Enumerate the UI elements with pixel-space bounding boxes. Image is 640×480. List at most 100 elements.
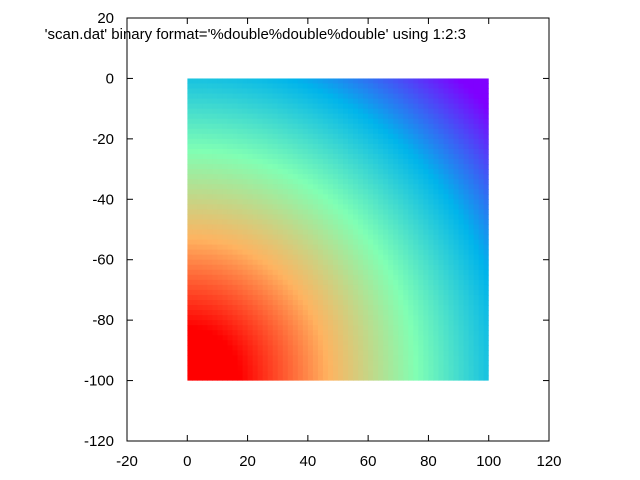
heatmap-cell: [187, 315, 193, 321]
heatmap-cell: [398, 113, 404, 120]
heatmap-cell: [227, 289, 234, 296]
heatmap-cell: [358, 123, 364, 130]
heatmap-cell: [343, 289, 349, 296]
heatmap-cell: [327, 123, 334, 130]
heatmap-cell: [192, 98, 198, 105]
heatmap-cell: [473, 345, 480, 351]
heatmap-cell: [207, 199, 213, 205]
heatmap-cell: [292, 234, 299, 241]
heatmap-cell: [267, 164, 274, 170]
heatmap-cell: [217, 294, 224, 301]
heatmap-cell: [348, 294, 354, 301]
heatmap-cell: [187, 184, 193, 190]
heatmap-cell: [327, 189, 334, 195]
heatmap-cell: [353, 224, 359, 231]
heatmap-cell: [242, 108, 249, 115]
heatmap-cell: [358, 88, 364, 95]
heatmap-cell: [408, 365, 414, 372]
heatmap-cell: [282, 264, 289, 271]
heatmap-cell: [338, 133, 344, 140]
heatmap-cell: [252, 284, 259, 291]
heatmap-cell: [312, 284, 319, 291]
heatmap-cell: [458, 279, 465, 286]
heatmap-cell: [478, 284, 485, 291]
heatmap-cell: [187, 335, 193, 341]
heatmap-cell: [317, 78, 324, 85]
heatmap-cell: [413, 310, 419, 316]
heatmap-cell: [343, 123, 349, 130]
heatmap-cell: [443, 219, 450, 226]
heatmap-cell: [207, 133, 213, 140]
heatmap-cell: [232, 199, 239, 205]
heatmap-cell: [312, 194, 319, 200]
heatmap-cell: [327, 199, 334, 205]
heatmap-cell: [237, 128, 244, 135]
heatmap-cell: [358, 199, 364, 205]
heatmap-cell: [247, 164, 254, 170]
heatmap-cell: [483, 159, 489, 165]
heatmap-cell: [227, 310, 234, 316]
heatmap-cell: [483, 199, 489, 205]
heatmap-cell: [252, 360, 259, 367]
heatmap-cell: [322, 315, 329, 321]
heatmap-cell: [453, 249, 460, 256]
heatmap-cell: [363, 224, 369, 231]
heatmap-cell: [322, 133, 329, 140]
heatmap-cell: [448, 169, 455, 175]
heatmap-cell: [388, 345, 394, 351]
heatmap-cell: [468, 219, 475, 226]
heatmap-cell: [207, 340, 213, 346]
heatmap-cell: [317, 189, 324, 195]
heatmap-cell: [463, 103, 470, 110]
heatmap-cell: [252, 194, 259, 200]
heatmap-cell: [393, 153, 399, 160]
heatmap-cell: [277, 88, 284, 95]
heatmap-cell: [297, 204, 304, 210]
heatmap-cell: [338, 123, 344, 130]
heatmap-cell: [378, 254, 384, 261]
heatmap-cell: [338, 224, 344, 231]
heatmap-cell: [358, 259, 364, 266]
heatmap-cell: [312, 159, 319, 165]
heatmap-cell: [327, 294, 334, 301]
heatmap-cell: [242, 189, 249, 195]
heatmap-cell: [343, 179, 349, 185]
heatmap-cell: [403, 330, 409, 336]
heatmap-cell: [222, 249, 229, 256]
heatmap-cell: [327, 98, 334, 105]
heatmap-cell: [388, 159, 394, 165]
heatmap-cell: [373, 284, 379, 291]
heatmap-cell: [398, 330, 404, 336]
heatmap-cell: [468, 184, 475, 190]
heatmap-cell: [282, 325, 289, 331]
heatmap-cell: [453, 305, 460, 311]
heatmap-cell: [197, 123, 203, 130]
heatmap-cell: [438, 93, 445, 100]
heatmap-cell: [418, 239, 424, 246]
heatmap-cell: [332, 159, 339, 165]
heatmap-cell: [403, 128, 409, 135]
heatmap-cell: [287, 209, 294, 215]
heatmap-cell: [373, 224, 379, 231]
heatmap-cell: [388, 294, 394, 301]
heatmap-cell: [222, 335, 229, 341]
heatmap-cell: [247, 138, 254, 145]
heatmap-cell: [413, 370, 419, 377]
heatmap-cell: [348, 138, 354, 145]
heatmap-cell: [403, 103, 409, 110]
heatmap-cell: [332, 189, 339, 195]
heatmap-cell: [282, 269, 289, 276]
heatmap-cell: [197, 284, 203, 291]
heatmap-cell: [257, 289, 264, 296]
heatmap-cell: [343, 103, 349, 110]
heatmap-cell: [297, 224, 304, 231]
heatmap-cell: [438, 153, 445, 160]
heatmap-cell: [197, 103, 203, 110]
heatmap-cell: [252, 148, 259, 155]
heatmap-cell: [448, 83, 455, 90]
heatmap-cell: [192, 320, 198, 326]
heatmap-cell: [478, 365, 485, 372]
heatmap-cell: [187, 78, 193, 85]
heatmap-cell: [277, 98, 284, 105]
heatmap-cell: [413, 355, 419, 362]
